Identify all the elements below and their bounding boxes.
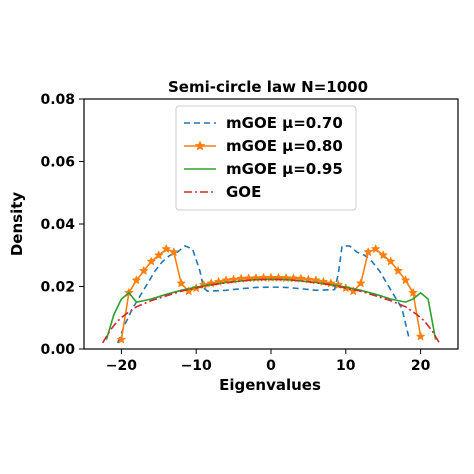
- y-axis-label: Density: [8, 192, 26, 257]
- plot-frame: [83, 98, 459, 350]
- series-line: [116, 244, 411, 344]
- series-3: [105, 278, 437, 340]
- series-4: [102, 278, 440, 344]
- legend-label: mGOE μ=0.70: [226, 114, 343, 132]
- legend: mGOE μ=0.70 mGOE μ=0.80 mGOE μ=0.95 GOE: [175, 105, 357, 211]
- x-tick-label: −20: [106, 358, 137, 374]
- data-point: [116, 334, 127, 344]
- legend-entry: mGOE μ=0.70: [184, 114, 343, 132]
- data-point: [378, 250, 389, 260]
- data-point: [393, 265, 404, 276]
- data-point: [168, 246, 179, 257]
- x-tick-label: 0: [266, 358, 276, 374]
- data-point: [408, 287, 419, 297]
- y-tick-label: 0.02: [40, 280, 75, 296]
- legend-entry: mGOE μ=0.95: [184, 160, 343, 178]
- data-point: [131, 275, 142, 285]
- legend-marker: [194, 140, 206, 151]
- data-point: [138, 265, 149, 276]
- series-2: [116, 243, 426, 344]
- data-point: [415, 331, 426, 341]
- y-tick-label: 0.08: [40, 92, 75, 108]
- series-line: [105, 278, 437, 340]
- data-point: [400, 275, 411, 285]
- series-1: [116, 244, 411, 344]
- legend-label: mGOE μ=0.80: [226, 137, 343, 155]
- data-point: [176, 278, 187, 288]
- data-point: [161, 243, 172, 254]
- legend-box: [175, 105, 357, 211]
- y-axis: 0.00 0.02 0.04 0.06 0.08: [40, 92, 84, 358]
- legend-entry: GOE: [184, 183, 261, 201]
- plot-area: [102, 243, 440, 344]
- data-point: [370, 243, 381, 254]
- x-tick-label: 20: [411, 358, 431, 374]
- legend-entry: mGOE μ=0.80: [184, 137, 343, 155]
- x-tick-label: 10: [336, 358, 356, 374]
- data-point: [146, 256, 157, 266]
- x-axis-label: Eigenvalues: [219, 376, 321, 394]
- y-tick-label: 0.04: [40, 217, 75, 233]
- legend-label: mGOE μ=0.95: [226, 160, 343, 178]
- data-point: [363, 246, 374, 257]
- x-tick-label: −10: [181, 358, 212, 374]
- data-point: [355, 278, 366, 288]
- data-point: [385, 256, 396, 266]
- chart-title: Semi-circle law N=1000: [168, 78, 368, 96]
- x-axis: −20 −10 0 10 20: [106, 349, 431, 374]
- y-tick-label: 0.06: [40, 155, 75, 171]
- data-point: [266, 272, 276, 282]
- y-tick-label: 0.00: [40, 342, 75, 358]
- data-point: [153, 250, 164, 260]
- series-line: [102, 278, 440, 344]
- legend-label: GOE: [226, 183, 261, 201]
